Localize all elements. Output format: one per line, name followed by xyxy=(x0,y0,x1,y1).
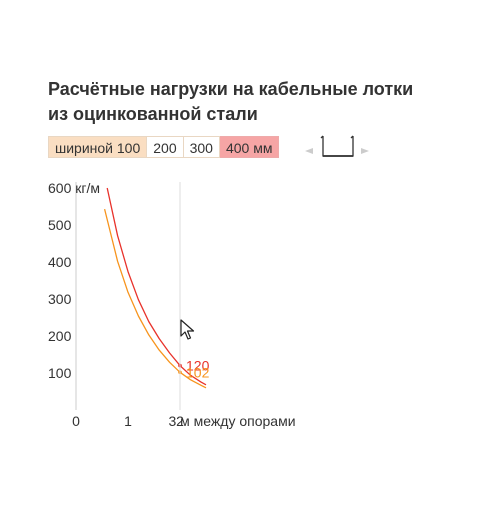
cable-tray-profile-icon xyxy=(305,135,369,157)
cursor-group xyxy=(179,182,195,410)
y-axis-unit: кг/м xyxy=(71,180,100,196)
y-tick-label: 400 xyxy=(48,254,72,270)
chart-title: Расчётные нагрузки на кабельные лотки из… xyxy=(48,77,468,127)
x-axis-unit: м между опорами xyxy=(176,413,295,429)
y-tick-label: 600 кг/м xyxy=(48,180,100,196)
series-line-1 xyxy=(103,208,207,389)
tray-width-selector: шириной 100 200 300 400 мм xyxy=(48,136,280,158)
width-option-400[interactable]: 400 мм xyxy=(219,136,280,158)
mouse-pointer-icon xyxy=(180,319,195,340)
x-tick-label: 2 xyxy=(176,413,184,429)
y-tick-label: 300 xyxy=(48,291,72,307)
series-value-label-0: 120 xyxy=(186,358,210,374)
y-tick-label: 200 xyxy=(48,328,72,344)
x-axis: 0 1 23 м между опорами xyxy=(72,413,295,429)
chart-title-line-1: Расчётные нагрузки на кабельные лотки xyxy=(48,79,414,99)
width-option-200[interactable]: 200 xyxy=(147,136,184,158)
width-option-100[interactable]: шириной 100 xyxy=(48,136,148,158)
width-option-300[interactable]: 300 xyxy=(183,136,220,158)
series-line-0 xyxy=(106,187,207,386)
y-axis: 100 200 300 400 500 600 кг/м xyxy=(48,180,100,410)
y-tick-label: 100 xyxy=(48,365,72,381)
x-tick-label: 3 м между опорами xyxy=(168,413,295,429)
x-tick-label: 0 xyxy=(72,413,80,429)
series-value-label-1: 102 xyxy=(186,364,210,380)
y-tick-label: 500 xyxy=(48,217,72,233)
arrow-left-icon xyxy=(305,148,313,154)
chart-title-line-2: из оцинкованной стали xyxy=(48,104,258,124)
arrow-right-icon xyxy=(361,148,369,154)
x-tick-label: 1 xyxy=(124,413,132,429)
